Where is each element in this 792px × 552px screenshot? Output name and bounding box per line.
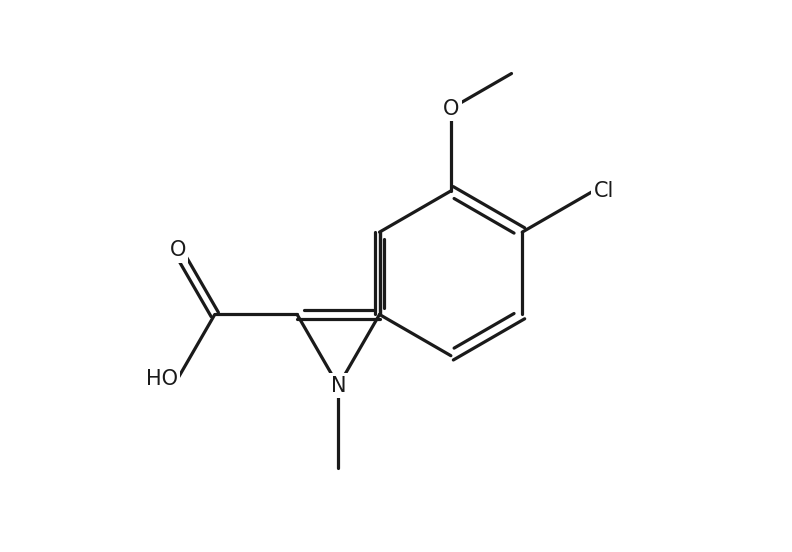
Text: O: O: [169, 240, 186, 261]
Text: O: O: [443, 99, 459, 119]
Text: N: N: [330, 376, 346, 396]
Text: HO: HO: [146, 369, 177, 389]
Text: Cl: Cl: [593, 181, 614, 201]
